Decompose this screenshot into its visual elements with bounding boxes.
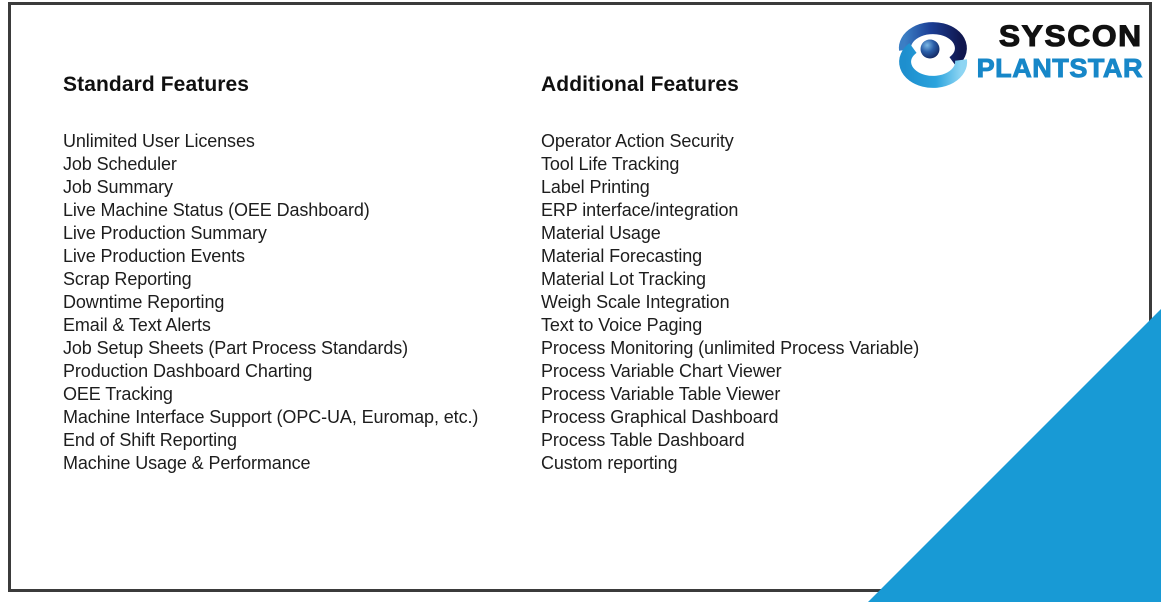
feature-list-item: Machine Usage & Performance <box>63 453 311 473</box>
feature-list-item: Scrap Reporting <box>63 269 192 289</box>
logo-wordmark: SYSCON PLANTSTAR <box>976 20 1143 82</box>
feature-list-item: Tool Life Tracking <box>541 154 680 174</box>
feature-list-item: Material Forecasting <box>541 246 703 266</box>
feature-list-item: Text to Voice Paging <box>541 315 703 335</box>
brand-name-syscon: SYSCON <box>999 20 1143 53</box>
feature-list-item: Downtime Reporting <box>63 292 225 312</box>
feature-list-item: Material Usage <box>541 223 661 243</box>
feature-list-item: Unlimited User Licenses <box>63 131 255 151</box>
feature-list-item: ERP interface/integration <box>541 200 739 220</box>
standard-features-list: Unlimited User Licenses Job Scheduler Jo… <box>63 130 478 475</box>
feature-list-item: Process Monitoring (unlimited Process Va… <box>541 338 920 358</box>
feature-list-item: Custom reporting <box>541 453 678 473</box>
feature-list-item: Process Graphical Dashboard <box>541 407 779 427</box>
feature-list-item: Job Setup Sheets (Part Process Standards… <box>63 338 409 358</box>
feature-list-item: Process Table Dashboard <box>541 430 745 450</box>
feature-list-item: Live Production Summary <box>63 223 267 243</box>
feature-list-item: Operator Action Security <box>541 131 734 151</box>
feature-list-item: Machine Interface Support (OPC-UA, Eurom… <box>63 407 479 427</box>
syscon-plantstar-logo: SYSCON PLANTSTAR <box>894 20 1143 89</box>
feature-list-item: Job Scheduler <box>63 154 177 174</box>
additional-features-column: Additional Features Operator Action Secu… <box>541 73 919 475</box>
feature-list-item: Weigh Scale Integration <box>541 292 730 312</box>
page-border <box>8 2 1152 592</box>
feature-list-item: Job Summary <box>63 177 173 197</box>
standard-features-column: Standard Features Unlimited User License… <box>63 73 478 475</box>
feature-list-item: Process Variable Chart Viewer <box>541 361 782 381</box>
feature-list-item: Live Production Events <box>63 246 245 266</box>
feature-list-item: Label Printing <box>541 177 650 197</box>
feature-list-item: Process Variable Table Viewer <box>541 384 781 404</box>
additional-features-heading: Additional Features <box>541 73 739 96</box>
feature-list-item: Production Dashboard Charting <box>63 361 313 381</box>
feature-list-item: Live Machine Status (OEE Dashboard) <box>63 200 370 220</box>
feature-list-item: End of Shift Reporting <box>63 430 237 450</box>
syscon-swirl-sphere-icon <box>898 22 968 88</box>
additional-features-list: Operator Action Security Tool Life Track… <box>541 130 919 475</box>
feature-list-item: OEE Tracking <box>63 384 173 404</box>
standard-features-heading: Standard Features <box>63 73 250 96</box>
brand-name-plantstar: PLANTSTAR <box>976 53 1143 83</box>
feature-list-item: Email & Text Alerts <box>63 315 211 335</box>
feature-list-item: Material Lot Tracking <box>541 269 706 289</box>
